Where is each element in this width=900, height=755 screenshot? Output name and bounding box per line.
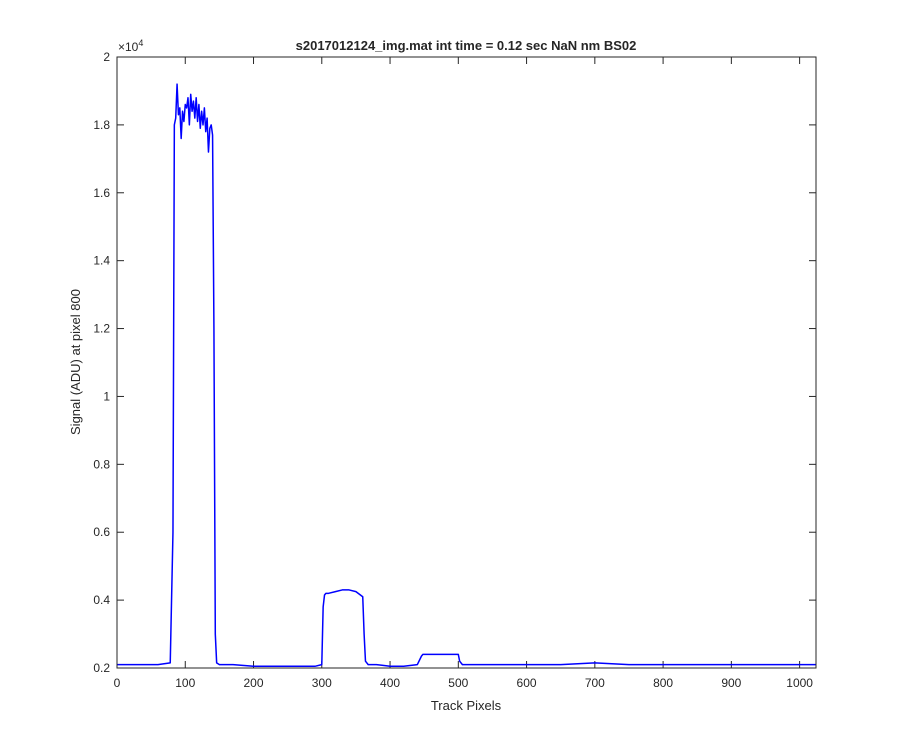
x-tick-label: 700: [585, 676, 605, 690]
y-tick-label: 1.6: [93, 186, 110, 200]
plot-area-border: [116, 56, 817, 669]
x-tick-label: 900: [721, 676, 741, 690]
x-tick-label: 300: [312, 676, 332, 690]
labels-layer: 0 100 200 300 400 500 600 700 800 900 1000 0.2 0.4 0.…: [93, 50, 813, 690]
y-tick-label: 0.6: [93, 525, 110, 539]
y-tick-label: 1.4: [93, 254, 110, 268]
y-axis-exponent: ×104: [118, 38, 143, 54]
y-axis-label: Signal (ADU) at pixel 800: [68, 289, 83, 435]
exponent-power: 4: [138, 38, 143, 48]
series-layer: [117, 83, 816, 668]
plot-background: [117, 57, 816, 668]
x-tick-label: 400: [380, 676, 400, 690]
y-tick-label: 0.8: [93, 457, 110, 471]
exponent-base: ×10: [118, 40, 139, 54]
x-tick-label: 100: [175, 676, 195, 690]
x-tick-label: 200: [244, 676, 264, 690]
x-axis-label: Track Pixels: [431, 698, 502, 713]
y-tick-label: 2: [103, 50, 110, 64]
x-tick-label: 1000: [786, 676, 813, 690]
y-tick-label: 1.8: [93, 118, 110, 132]
y-tick-label: 1: [103, 389, 110, 403]
y-tick-label: 1.2: [93, 322, 110, 336]
x-tick-label: 600: [517, 676, 537, 690]
x-tick-label: 0: [114, 676, 121, 690]
series-line: [117, 83, 816, 668]
y-tick-label: 0.2: [93, 661, 110, 675]
x-tick-label: 800: [653, 676, 673, 690]
chart-title: s2017012124_img.mat int time = 0.12 sec …: [296, 38, 637, 53]
x-tick-label: 500: [448, 676, 468, 690]
y-tick-label: 0.4: [93, 593, 110, 607]
